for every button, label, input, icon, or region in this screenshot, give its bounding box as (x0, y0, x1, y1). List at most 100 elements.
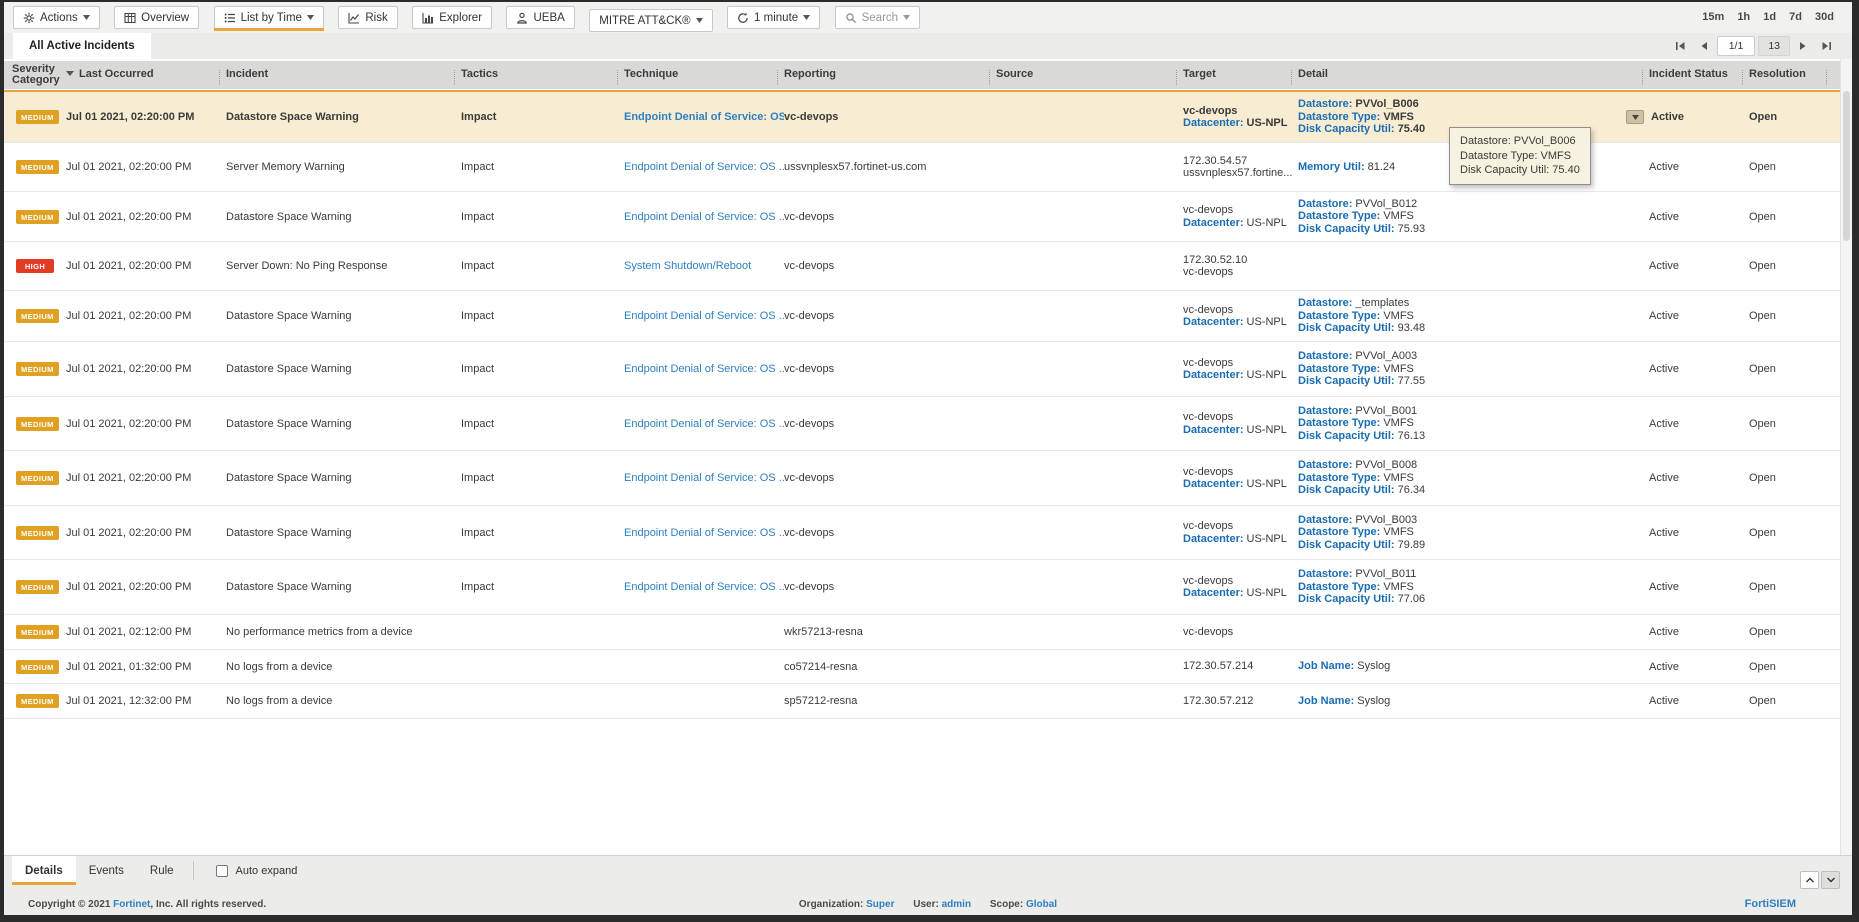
detail-value: 77.06 (1397, 593, 1426, 606)
previous-page-button[interactable] (1694, 36, 1714, 56)
severity-badge: MEDIUM (16, 694, 59, 708)
technique-link[interactable]: Endpoint Denial of Service: OS ... (624, 111, 784, 123)
reporting-cell: vc-devops (784, 111, 839, 123)
technique-link[interactable]: Endpoint Denial of Service: OS ... (624, 363, 784, 375)
detail-value: 81.24 (1367, 160, 1396, 173)
column-header-incident[interactable]: Incident (219, 69, 461, 85)
technique-link[interactable]: Endpoint Denial of Service: OS ... (624, 417, 784, 430)
incident-row[interactable]: MEDIUM Jul 01 2021, 02:20:00 PM Datastore … (4, 451, 1840, 506)
technique-cell: System Shutdown/Reboot (624, 260, 784, 272)
detail-label: Disk Capacity Util: (1298, 123, 1395, 136)
incident-name-cell: Datastore Space Warning (226, 363, 352, 375)
collapse-panel-button[interactable] (1821, 871, 1840, 889)
line-chart-icon (348, 12, 360, 24)
target-line: vc-devops (1183, 625, 1234, 638)
status-value: Active (1649, 581, 1679, 593)
detail-line: Datastore Type: VMFS (1298, 363, 1641, 376)
incident-row[interactable]: MEDIUM Jul 01 2021, 02:20:00 PM Datastore … (4, 506, 1840, 560)
incident-row[interactable]: HIGH Jul 01 2021, 02:20:00 PM Server Down:… (4, 242, 1840, 291)
resolution-cell: Open (1749, 210, 1776, 223)
incident-name-cell: Datastore Space Warning (226, 310, 352, 322)
technique-link[interactable]: Endpoint Denial of Service: OS ... (624, 581, 784, 593)
ueba-button[interactable]: UEBA (506, 6, 575, 29)
technique-link[interactable]: System Shutdown/Reboot (624, 260, 752, 272)
incident-table: Severity Category Last Occurred Incident… (4, 59, 1852, 855)
detail-cell: Datastore: PVVol_B006 Datastore Type: VMFS D… (1298, 98, 1649, 136)
refresh-icon (738, 12, 748, 23)
target-line: Datacenter: US-NPL (1183, 478, 1290, 491)
scope-value[interactable]: Global (1025, 899, 1058, 910)
expand-panel-button[interactable] (1800, 871, 1819, 889)
explorer-button[interactable]: Explorer (412, 6, 493, 29)
severity-badge: MEDIUM (16, 471, 59, 485)
incident-row[interactable]: MEDIUM Jul 01 2021, 02:20:00 PM Datastore … (4, 192, 1840, 242)
column-header-tactics[interactable]: Tactics (454, 69, 624, 85)
column-header-severity-category[interactable]: Severity Category (12, 62, 60, 86)
column-header-last-occurred[interactable]: Last Occurred (66, 69, 226, 81)
tab-rule[interactable]: Rule (149, 864, 174, 877)
overview-button[interactable]: Overview (114, 6, 200, 29)
incident-status-cell: Active (1649, 211, 1749, 223)
incident-row[interactable]: MEDIUM Jul 01 2021, 01:32:00 PM No logs fr… (4, 650, 1840, 684)
incident-row[interactable]: MEDIUM Jul 01 2021, 02:20:00 PM Datastore … (4, 560, 1840, 615)
column-header-technique[interactable]: Technique (617, 69, 784, 85)
time-range-selector: 15m 1h 1d 7d 30d (1692, 11, 1834, 23)
risk-button[interactable]: Risk (338, 6, 398, 29)
target-line: Datacenter: US-NPL (1183, 117, 1290, 130)
detail-label: Job Name: (1298, 694, 1355, 707)
list-by-time-button[interactable]: List by Time (213, 6, 325, 31)
technique-link[interactable]: Endpoint Denial of Service: OS ... (624, 526, 784, 539)
session-info: Organization: Super User: admin Scope: G… (799, 899, 1057, 910)
technique-link[interactable]: Endpoint Denial of Service: OS ... (624, 310, 784, 322)
detail-line: Datastore Type: VMFS (1298, 310, 1641, 323)
auto-expand-checkbox[interactable] (215, 864, 228, 877)
column-header-detail[interactable]: Detail (1291, 69, 1649, 85)
tab-all-active-incidents[interactable]: All Active Incidents (13, 33, 151, 59)
incident-row[interactable]: MEDIUM Jul 01 2021, 02:20:00 PM Datastore … (4, 342, 1840, 397)
status-dropdown-button[interactable] (1626, 110, 1644, 124)
actions-button[interactable]: Actions (13, 6, 100, 29)
fortisiem-logo[interactable]: FortiSIEM (1744, 898, 1796, 910)
technique-link[interactable]: Endpoint Denial of Service: OS ... (624, 161, 784, 173)
detail-line: Datastore Type: VMFS (1298, 472, 1641, 485)
person-icon (517, 12, 528, 24)
tab-details[interactable]: Details (12, 856, 76, 885)
fortinet-link[interactable]: Fortinet (113, 899, 151, 910)
last-page-button[interactable] (1816, 36, 1836, 56)
target-cell: vc-devops Datacenter: US-NPL (1183, 105, 1298, 130)
time-range-15m[interactable]: 15m (1702, 11, 1725, 23)
user-value[interactable]: admin (941, 899, 972, 910)
tab-events[interactable]: Events (88, 864, 124, 877)
refresh-interval-label: 1 minute (754, 11, 799, 24)
technique-link[interactable]: Endpoint Denial of Service: OS ... (624, 472, 784, 484)
detail-line: Disk Capacity Util: 77.06 (1298, 593, 1641, 606)
first-page-button[interactable] (1671, 36, 1691, 56)
incident-row[interactable]: MEDIUM Jul 01 2021, 02:20:00 PM Datastore … (4, 291, 1840, 342)
time-range-1d[interactable]: 1d (1763, 11, 1777, 23)
column-header-resolution[interactable]: Resolution (1742, 69, 1829, 85)
time-range-30d[interactable]: 30d (1815, 11, 1834, 23)
mitre-attack-button[interactable]: MITRE ATT&CK® (589, 9, 713, 32)
incident-row[interactable]: MEDIUM Jul 01 2021, 02:12:00 PM No perform… (4, 615, 1840, 650)
scrollbar-thumb[interactable] (1843, 91, 1850, 241)
time-range-1h[interactable]: 1h (1737, 11, 1751, 23)
column-header-source[interactable]: Source (989, 69, 1183, 85)
detail-line: Job Name: Syslog (1298, 695, 1641, 708)
detail-line: Job Name: Syslog (1298, 660, 1641, 673)
search-button[interactable]: Search (834, 6, 921, 29)
incident-row[interactable]: MEDIUM Jul 01 2021, 12:32:00 PM No logs fr… (4, 684, 1840, 719)
column-header-incident-status[interactable]: Incident Status (1642, 69, 1749, 85)
detail-line: Datastore: PVVol_B008 (1298, 459, 1641, 472)
time-range-7d[interactable]: 7d (1789, 11, 1802, 23)
column-header-reporting[interactable]: Reporting (777, 69, 996, 85)
last-occurred-cell: Jul 01 2021, 02:20:00 PM (66, 363, 192, 375)
column-header-target[interactable]: Target (1176, 69, 1298, 85)
target-line: vc-devops (1183, 356, 1234, 369)
incident-row[interactable]: MEDIUM Jul 01 2021, 02:20:00 PM Datastore … (4, 397, 1840, 451)
next-page-button[interactable] (1793, 36, 1813, 56)
refresh-interval-button[interactable]: 1 minute (727, 6, 821, 29)
technique-link[interactable]: Endpoint Denial of Service: OS ... (624, 210, 784, 223)
vertical-scrollbar[interactable] (1840, 59, 1852, 855)
detail-line: Datastore Type: VMFS (1298, 417, 1641, 430)
organization-value[interactable]: Super (866, 899, 895, 910)
